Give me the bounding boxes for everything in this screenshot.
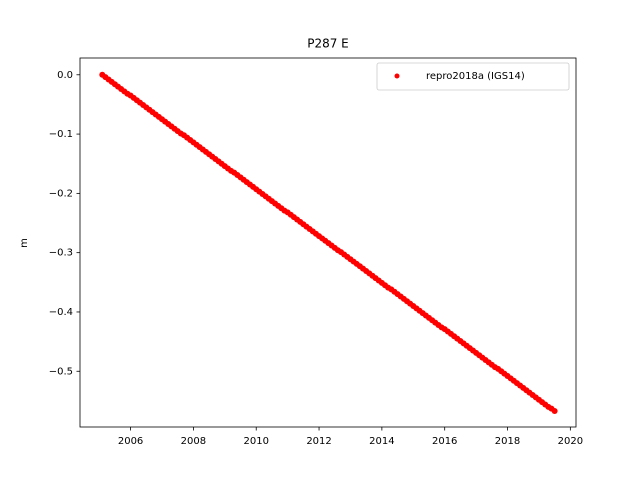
data-point: [551, 407, 558, 414]
chart-title: P287 E: [307, 37, 349, 51]
y-tick-label: −0.3: [49, 248, 73, 259]
x-tick-label: 2016: [432, 436, 457, 447]
x-tick-label: 2008: [181, 436, 206, 447]
x-tick-label: 2014: [369, 436, 394, 447]
legend-label: repro2018a (IGS14): [426, 71, 525, 82]
y-tick-label: −0.2: [49, 188, 73, 199]
plot-area: [99, 71, 558, 414]
y-tick-label: −0.1: [49, 129, 73, 140]
y-tick-label: 0.0: [57, 70, 73, 81]
x-tick-label: 2018: [495, 436, 520, 447]
y-axis-label: m: [19, 238, 30, 248]
x-tick-label: 2006: [118, 436, 143, 447]
legend-marker: [394, 73, 400, 79]
x-tick-label: 2010: [243, 436, 268, 447]
legend-box: [376, 62, 570, 91]
x-tick-label: 2020: [558, 436, 583, 447]
y-tick-label: −0.5: [49, 366, 73, 377]
x-tick-label: 2012: [306, 436, 331, 447]
y-tick-label: −0.4: [49, 307, 73, 318]
axes-frame: [79, 57, 577, 428]
